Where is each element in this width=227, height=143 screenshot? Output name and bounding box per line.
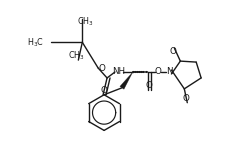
Text: O: O (145, 81, 152, 90)
Text: N: N (166, 67, 173, 77)
Text: CH$_3$: CH$_3$ (77, 15, 94, 28)
Text: H$_3$C: H$_3$C (27, 36, 44, 48)
Text: O: O (170, 47, 177, 56)
Text: CH$_3$: CH$_3$ (68, 50, 85, 62)
Text: O: O (154, 67, 161, 77)
Polygon shape (120, 72, 133, 89)
Text: O: O (183, 94, 190, 103)
Text: O: O (101, 86, 108, 95)
Text: O: O (99, 63, 106, 73)
Text: NH: NH (112, 67, 126, 77)
